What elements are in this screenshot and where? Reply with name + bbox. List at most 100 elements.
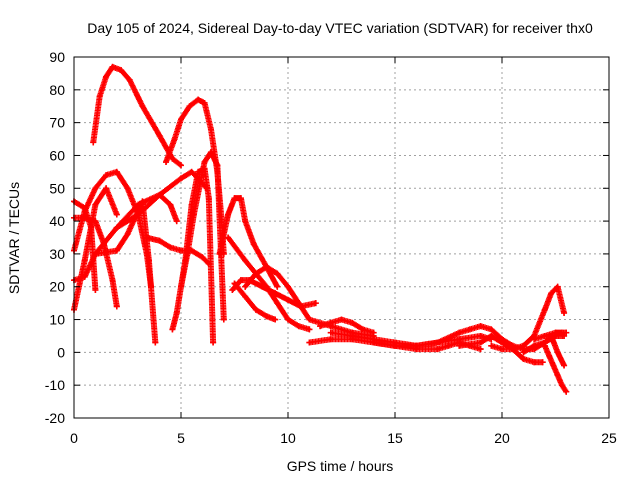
data-point xyxy=(274,300,281,307)
data-point xyxy=(263,283,270,290)
series-s5 xyxy=(71,214,120,310)
data-point xyxy=(109,63,116,70)
data-point xyxy=(285,283,291,290)
data-point xyxy=(488,332,495,339)
y-tick-label: 50 xyxy=(49,180,65,196)
data-point xyxy=(561,332,568,339)
y-tick-label: 0 xyxy=(57,344,65,360)
data-point xyxy=(156,132,163,139)
series-s19 xyxy=(317,316,377,336)
data-point xyxy=(445,342,452,349)
y-tick-label: 60 xyxy=(49,147,65,163)
chart-title: Day 105 of 2024, Sidereal Day-to-day VTE… xyxy=(87,20,593,36)
data-point xyxy=(488,326,495,333)
y-tick-label: 30 xyxy=(49,246,65,262)
data-point xyxy=(152,339,159,346)
data-point xyxy=(92,201,99,208)
data-point xyxy=(210,339,217,346)
data-point xyxy=(456,329,463,336)
data-point xyxy=(327,329,334,336)
data-point xyxy=(139,198,146,205)
data-point xyxy=(81,257,88,264)
data-point xyxy=(156,237,163,244)
data-point xyxy=(488,342,495,349)
data-point xyxy=(242,283,249,290)
data-point xyxy=(306,339,313,346)
data-point xyxy=(113,247,120,254)
data-point xyxy=(178,116,184,123)
series-s17 xyxy=(231,280,279,323)
x-axis-label: GPS time / hours xyxy=(287,458,394,474)
data-point xyxy=(554,372,561,379)
x-tick-label: 25 xyxy=(601,430,617,446)
data-point xyxy=(539,359,546,366)
data-point xyxy=(81,208,88,215)
x-tick-label: 15 xyxy=(387,430,403,446)
series-s26 xyxy=(520,332,568,369)
data-point xyxy=(541,342,548,349)
data-point xyxy=(263,313,270,320)
data-point xyxy=(561,309,568,316)
y-tick-label: 80 xyxy=(49,82,65,98)
data-point xyxy=(201,159,208,166)
data-point xyxy=(113,168,120,175)
data-point xyxy=(531,336,538,343)
data-point xyxy=(103,73,110,80)
data-point xyxy=(359,326,366,333)
data-point xyxy=(548,290,555,297)
data-point xyxy=(327,319,334,326)
data-point xyxy=(145,257,152,264)
data-point xyxy=(370,339,377,346)
data-point xyxy=(237,277,244,284)
data-point xyxy=(178,283,184,290)
data-point xyxy=(216,250,223,257)
data-point xyxy=(171,136,178,143)
data-point xyxy=(201,99,208,106)
data-point xyxy=(113,224,120,231)
data-point xyxy=(220,316,227,323)
data-point xyxy=(349,319,356,326)
data-point xyxy=(306,326,313,333)
data-point xyxy=(188,168,195,175)
data-point xyxy=(274,283,281,290)
data-point xyxy=(466,326,473,333)
data-point xyxy=(143,234,150,241)
y-axis-label: SDTVAR / TECUs xyxy=(6,182,22,294)
data-point xyxy=(531,342,538,349)
data-point xyxy=(295,323,302,330)
data-point xyxy=(92,287,99,294)
data-point xyxy=(113,211,120,218)
data-point xyxy=(156,191,163,198)
data-point xyxy=(225,211,232,218)
plot-frame xyxy=(73,56,610,419)
data-point xyxy=(499,339,505,346)
data-point xyxy=(456,342,463,349)
data-point xyxy=(327,336,334,343)
data-point xyxy=(263,264,270,271)
series-s9 xyxy=(113,168,210,231)
data-point xyxy=(169,326,176,333)
data-point xyxy=(113,303,120,310)
data-point xyxy=(135,211,142,218)
data-point xyxy=(237,195,244,202)
data-point xyxy=(563,388,570,395)
data-point xyxy=(274,270,281,277)
x-tick-label: 0 xyxy=(70,430,78,446)
data-point xyxy=(563,329,570,336)
data-point xyxy=(520,349,527,356)
data-point xyxy=(392,342,398,349)
data-point xyxy=(370,329,377,336)
data-point xyxy=(434,346,441,353)
series-s7 xyxy=(92,198,159,346)
data-point xyxy=(124,231,131,238)
data-point xyxy=(92,250,99,257)
series-s12 xyxy=(178,149,227,323)
data-point xyxy=(96,93,103,100)
gridlines xyxy=(74,57,609,418)
data-point xyxy=(103,172,110,179)
data-point xyxy=(163,159,170,166)
y-tick-label: 90 xyxy=(49,49,65,65)
x-tick-label: 20 xyxy=(494,430,510,446)
data-point xyxy=(413,346,420,353)
data-point xyxy=(561,362,568,369)
